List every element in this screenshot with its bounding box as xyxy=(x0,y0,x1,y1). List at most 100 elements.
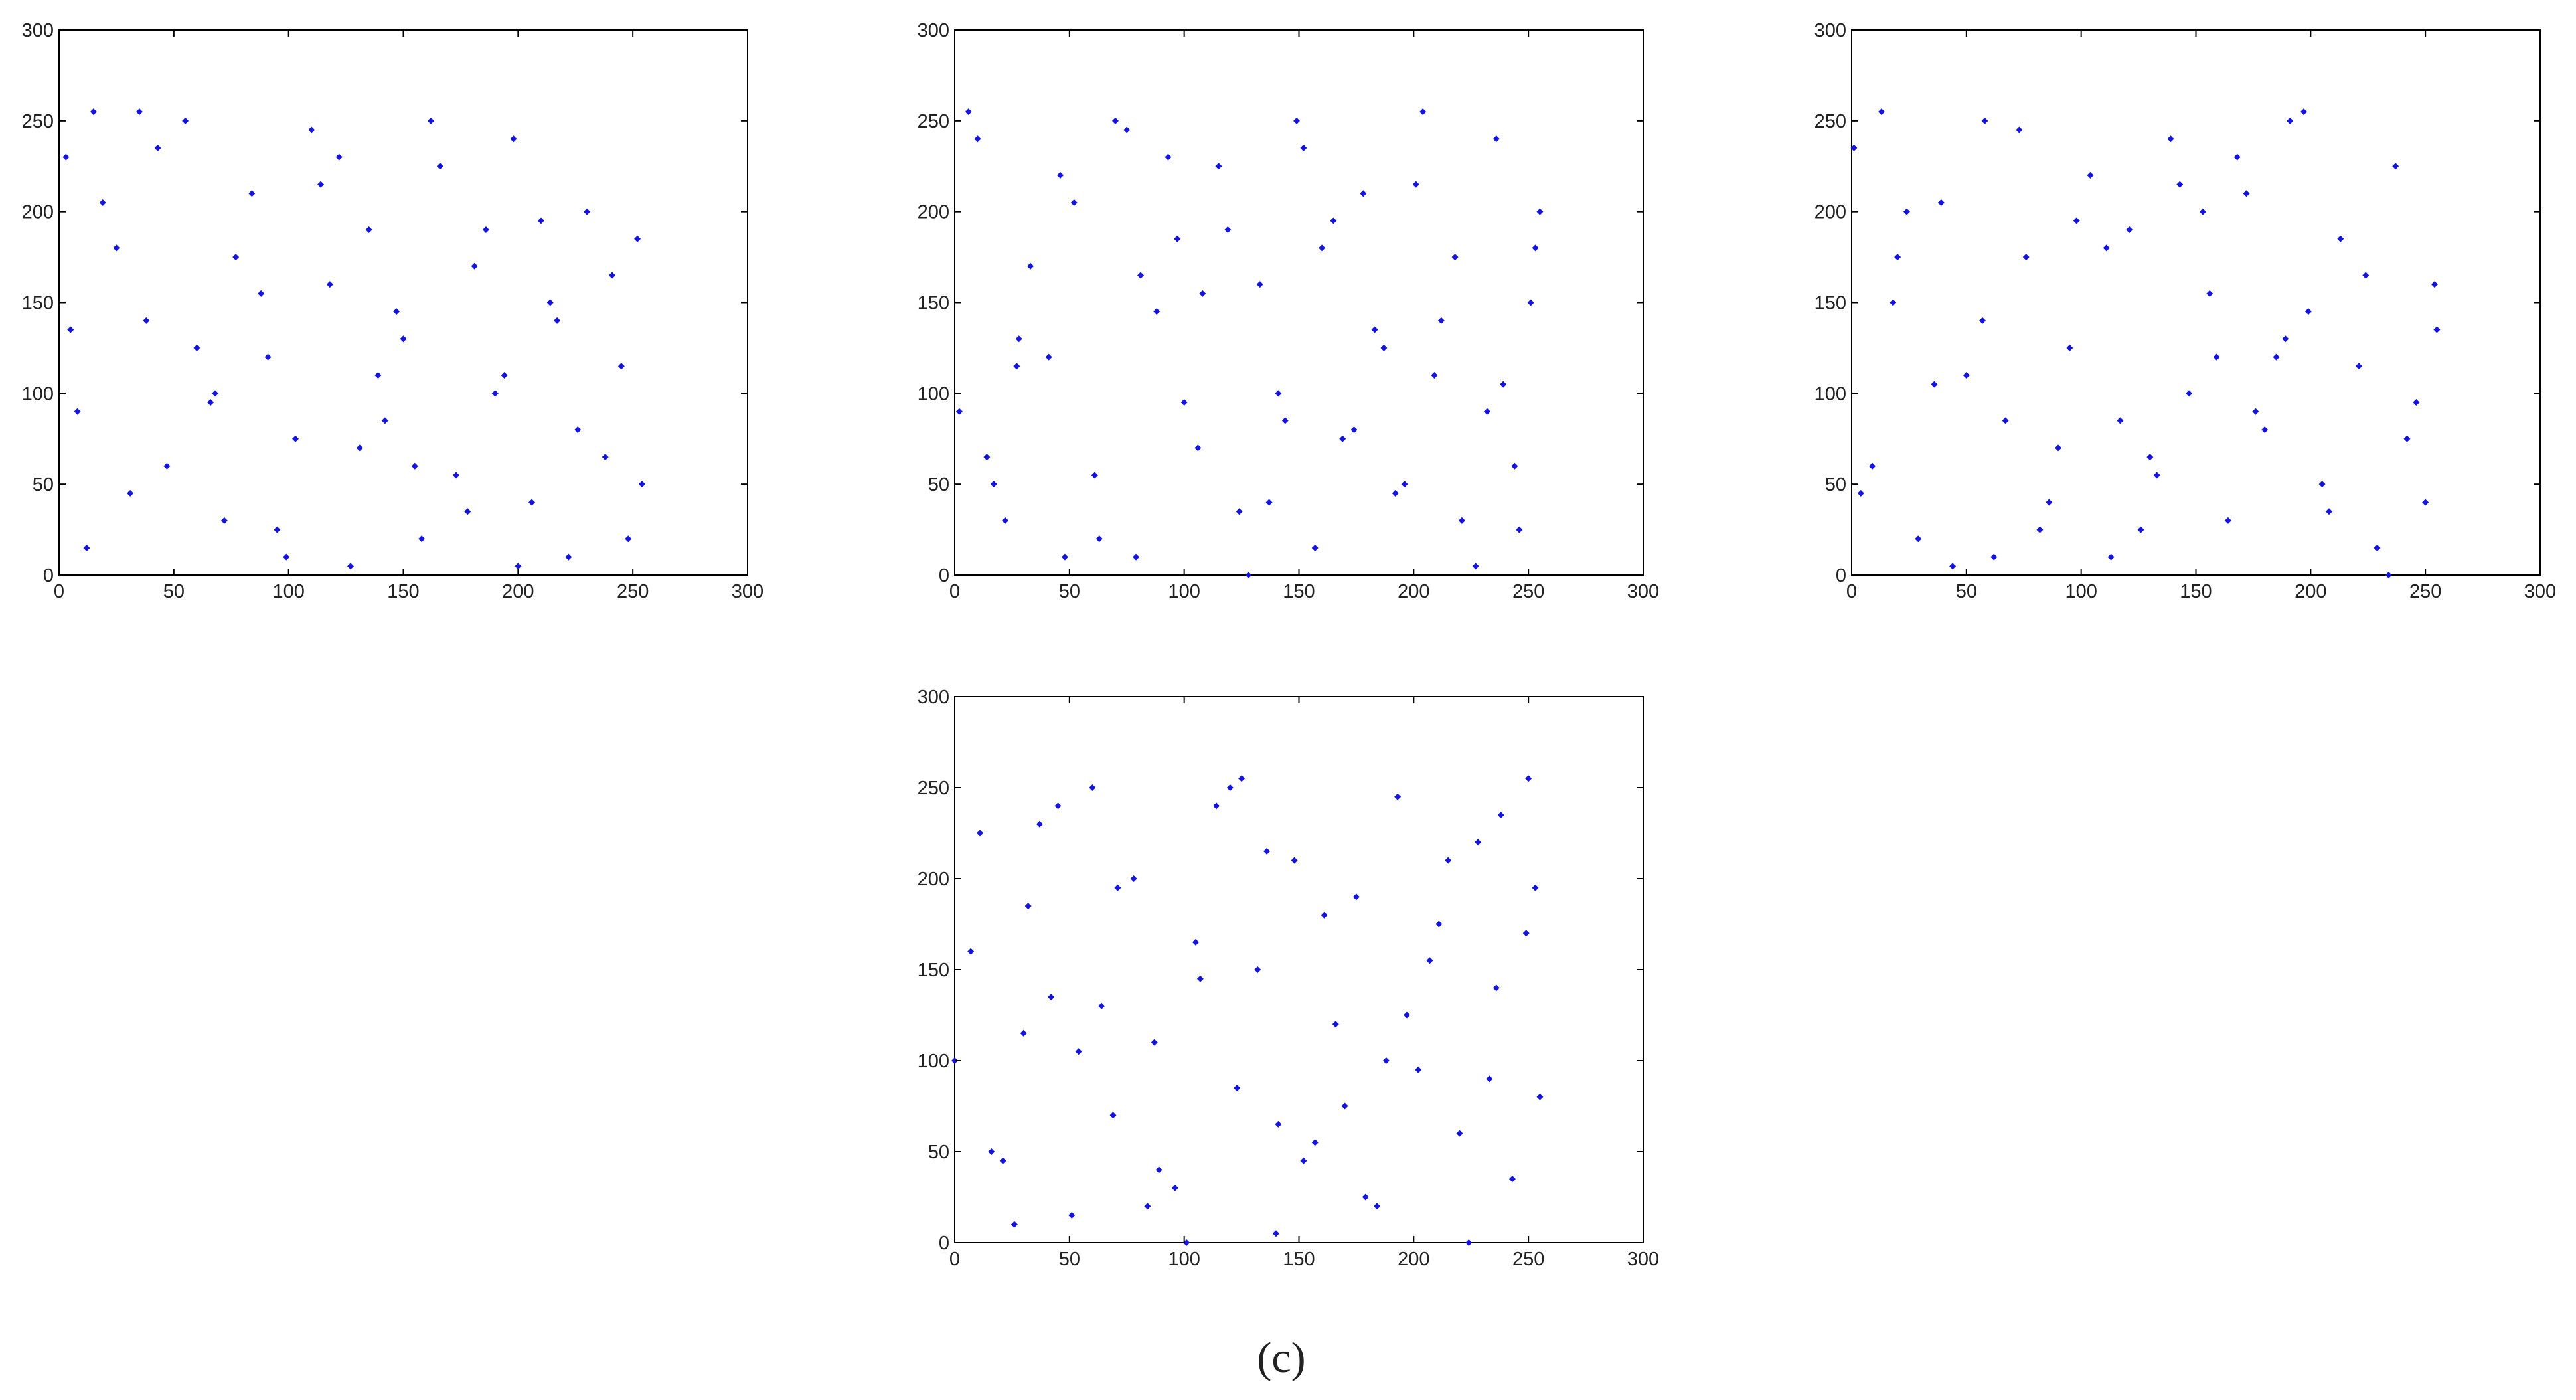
point xyxy=(1497,812,1504,819)
point xyxy=(154,144,161,151)
point xyxy=(335,153,343,161)
point xyxy=(1500,381,1507,388)
point xyxy=(2325,508,2332,515)
point xyxy=(2392,163,2399,170)
point xyxy=(2153,472,2160,479)
point xyxy=(1419,108,1427,116)
point xyxy=(2002,417,2009,424)
point xyxy=(212,390,219,397)
y-tick-label: 300 xyxy=(22,20,54,41)
x-tick-label: 0 xyxy=(54,581,64,602)
point xyxy=(2282,335,2289,343)
point xyxy=(2431,281,2438,288)
y-tick-label: 250 xyxy=(22,111,54,132)
plot-area xyxy=(1851,29,2541,576)
x-tick-label: 150 xyxy=(1283,581,1315,602)
point xyxy=(1330,217,1337,224)
point xyxy=(381,417,388,424)
x-tick-label: 200 xyxy=(2294,581,2326,602)
point xyxy=(1144,1203,1151,1210)
point xyxy=(1036,820,1043,828)
point xyxy=(1319,244,1326,252)
point xyxy=(1532,884,1539,891)
point xyxy=(1153,308,1161,315)
point xyxy=(1931,381,1938,388)
point xyxy=(2046,499,2053,506)
point xyxy=(2186,390,2193,397)
point xyxy=(1130,875,1137,882)
point xyxy=(1963,371,1970,379)
y-tick-label: 200 xyxy=(918,202,949,223)
point xyxy=(427,117,434,124)
point xyxy=(2073,217,2080,224)
point xyxy=(1341,1102,1348,1110)
point xyxy=(393,308,400,315)
point xyxy=(1431,371,1438,379)
point xyxy=(207,399,214,406)
point xyxy=(113,244,120,252)
x-tick-label: 150 xyxy=(2180,581,2212,602)
y-tick-label: 100 xyxy=(918,383,949,404)
point xyxy=(1850,144,1858,151)
point xyxy=(1915,535,1922,543)
point xyxy=(2176,181,2184,188)
point xyxy=(1236,508,1243,515)
point xyxy=(537,217,544,224)
x-tick-label: 150 xyxy=(1283,1249,1315,1270)
point xyxy=(67,326,74,333)
point xyxy=(1525,775,1532,782)
point xyxy=(1075,1048,1082,1055)
x-tick-label: 300 xyxy=(2524,581,2556,602)
point xyxy=(1238,775,1246,782)
point xyxy=(2433,326,2441,333)
point xyxy=(634,235,641,242)
point xyxy=(1263,847,1271,855)
y-tick-label: 100 xyxy=(22,383,54,404)
point xyxy=(528,499,536,506)
point xyxy=(999,1157,1006,1164)
point xyxy=(2199,208,2206,215)
point xyxy=(482,226,489,234)
point xyxy=(1465,1239,1473,1246)
point xyxy=(1213,802,1220,810)
point xyxy=(1111,117,1119,124)
point xyxy=(1015,335,1022,343)
point xyxy=(356,444,363,452)
chart: 0 50 100 150 200 250 300 0 50 100 150 200 250 300 xyxy=(1814,20,2557,602)
point xyxy=(1045,353,1052,361)
point xyxy=(1949,563,1957,570)
point xyxy=(1048,994,1055,1001)
y-tick-label: 0 xyxy=(939,1233,949,1254)
point xyxy=(1245,572,1252,578)
point xyxy=(1426,957,1433,964)
point xyxy=(1057,171,1064,179)
point xyxy=(2117,417,2124,424)
y-tick-label: 50 xyxy=(928,474,949,495)
point xyxy=(292,435,299,442)
caption: (c) xyxy=(1257,1334,1305,1382)
point xyxy=(248,190,256,197)
point xyxy=(1435,920,1443,928)
y-tick-label: 150 xyxy=(918,960,949,981)
point xyxy=(1394,793,1402,800)
y-tick-label: 150 xyxy=(22,293,54,314)
y-tick-label: 0 xyxy=(43,565,54,586)
x-tick-label: 300 xyxy=(1627,581,1659,602)
point xyxy=(1321,911,1328,919)
x-tick-label: 100 xyxy=(272,581,304,602)
point xyxy=(2233,153,2241,161)
plot-area xyxy=(954,29,1644,576)
y-tick-label: 150 xyxy=(918,293,949,314)
x-tick-label: 0 xyxy=(949,581,960,602)
point xyxy=(1890,299,1897,306)
point xyxy=(1360,190,1367,197)
x-tick-label: 50 xyxy=(1059,1249,1080,1270)
point xyxy=(1196,975,1204,982)
point xyxy=(1990,553,1998,561)
point xyxy=(1492,135,1500,143)
point xyxy=(554,317,561,324)
point xyxy=(584,208,591,215)
point xyxy=(1339,435,1346,442)
y-tick-label: 0 xyxy=(1836,565,1846,586)
